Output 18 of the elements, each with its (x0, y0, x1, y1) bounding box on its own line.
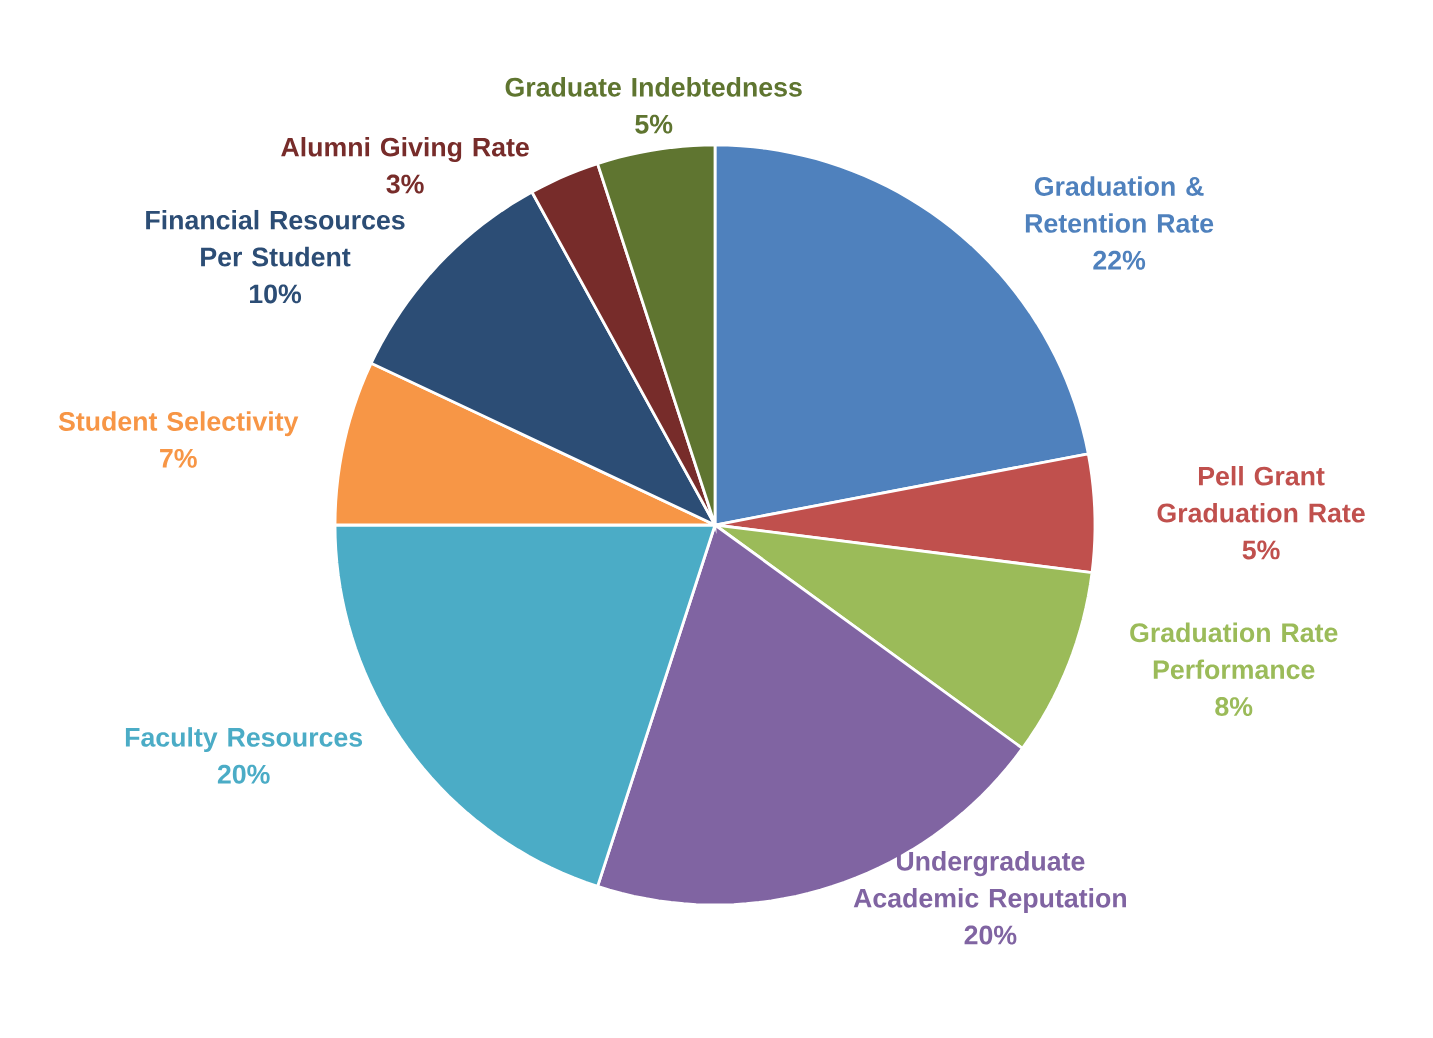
data-label: 10% (250, 284, 302, 304)
data-label: 8% (1215, 697, 1253, 717)
slice-label: Student Selectivity (58, 411, 299, 437)
data-label: 5% (635, 114, 673, 134)
data-label: 22% (1093, 250, 1146, 270)
data-label: 20% (964, 925, 1017, 945)
slice-label: Alumni Giving Rate (281, 136, 529, 162)
slice-label: Pell Grant Graduation Rate (1157, 465, 1365, 523)
slice-label: Financial Resources Per Student (146, 209, 405, 267)
slice-label: Graduation Rate Performance (1130, 622, 1338, 680)
slice-label: Graduate Indebtedness (505, 77, 802, 97)
data-label: 7% (160, 448, 197, 468)
slice-label: Graduation & Retention Rate (1025, 176, 1214, 233)
slice-label: Faculty Resources (125, 727, 363, 753)
data-label: 3% (386, 174, 424, 194)
data-label: 20% (217, 764, 270, 784)
data-label: 5% (1242, 540, 1280, 560)
slice-label: Undergraduate Academic Reputation (853, 851, 1126, 913)
